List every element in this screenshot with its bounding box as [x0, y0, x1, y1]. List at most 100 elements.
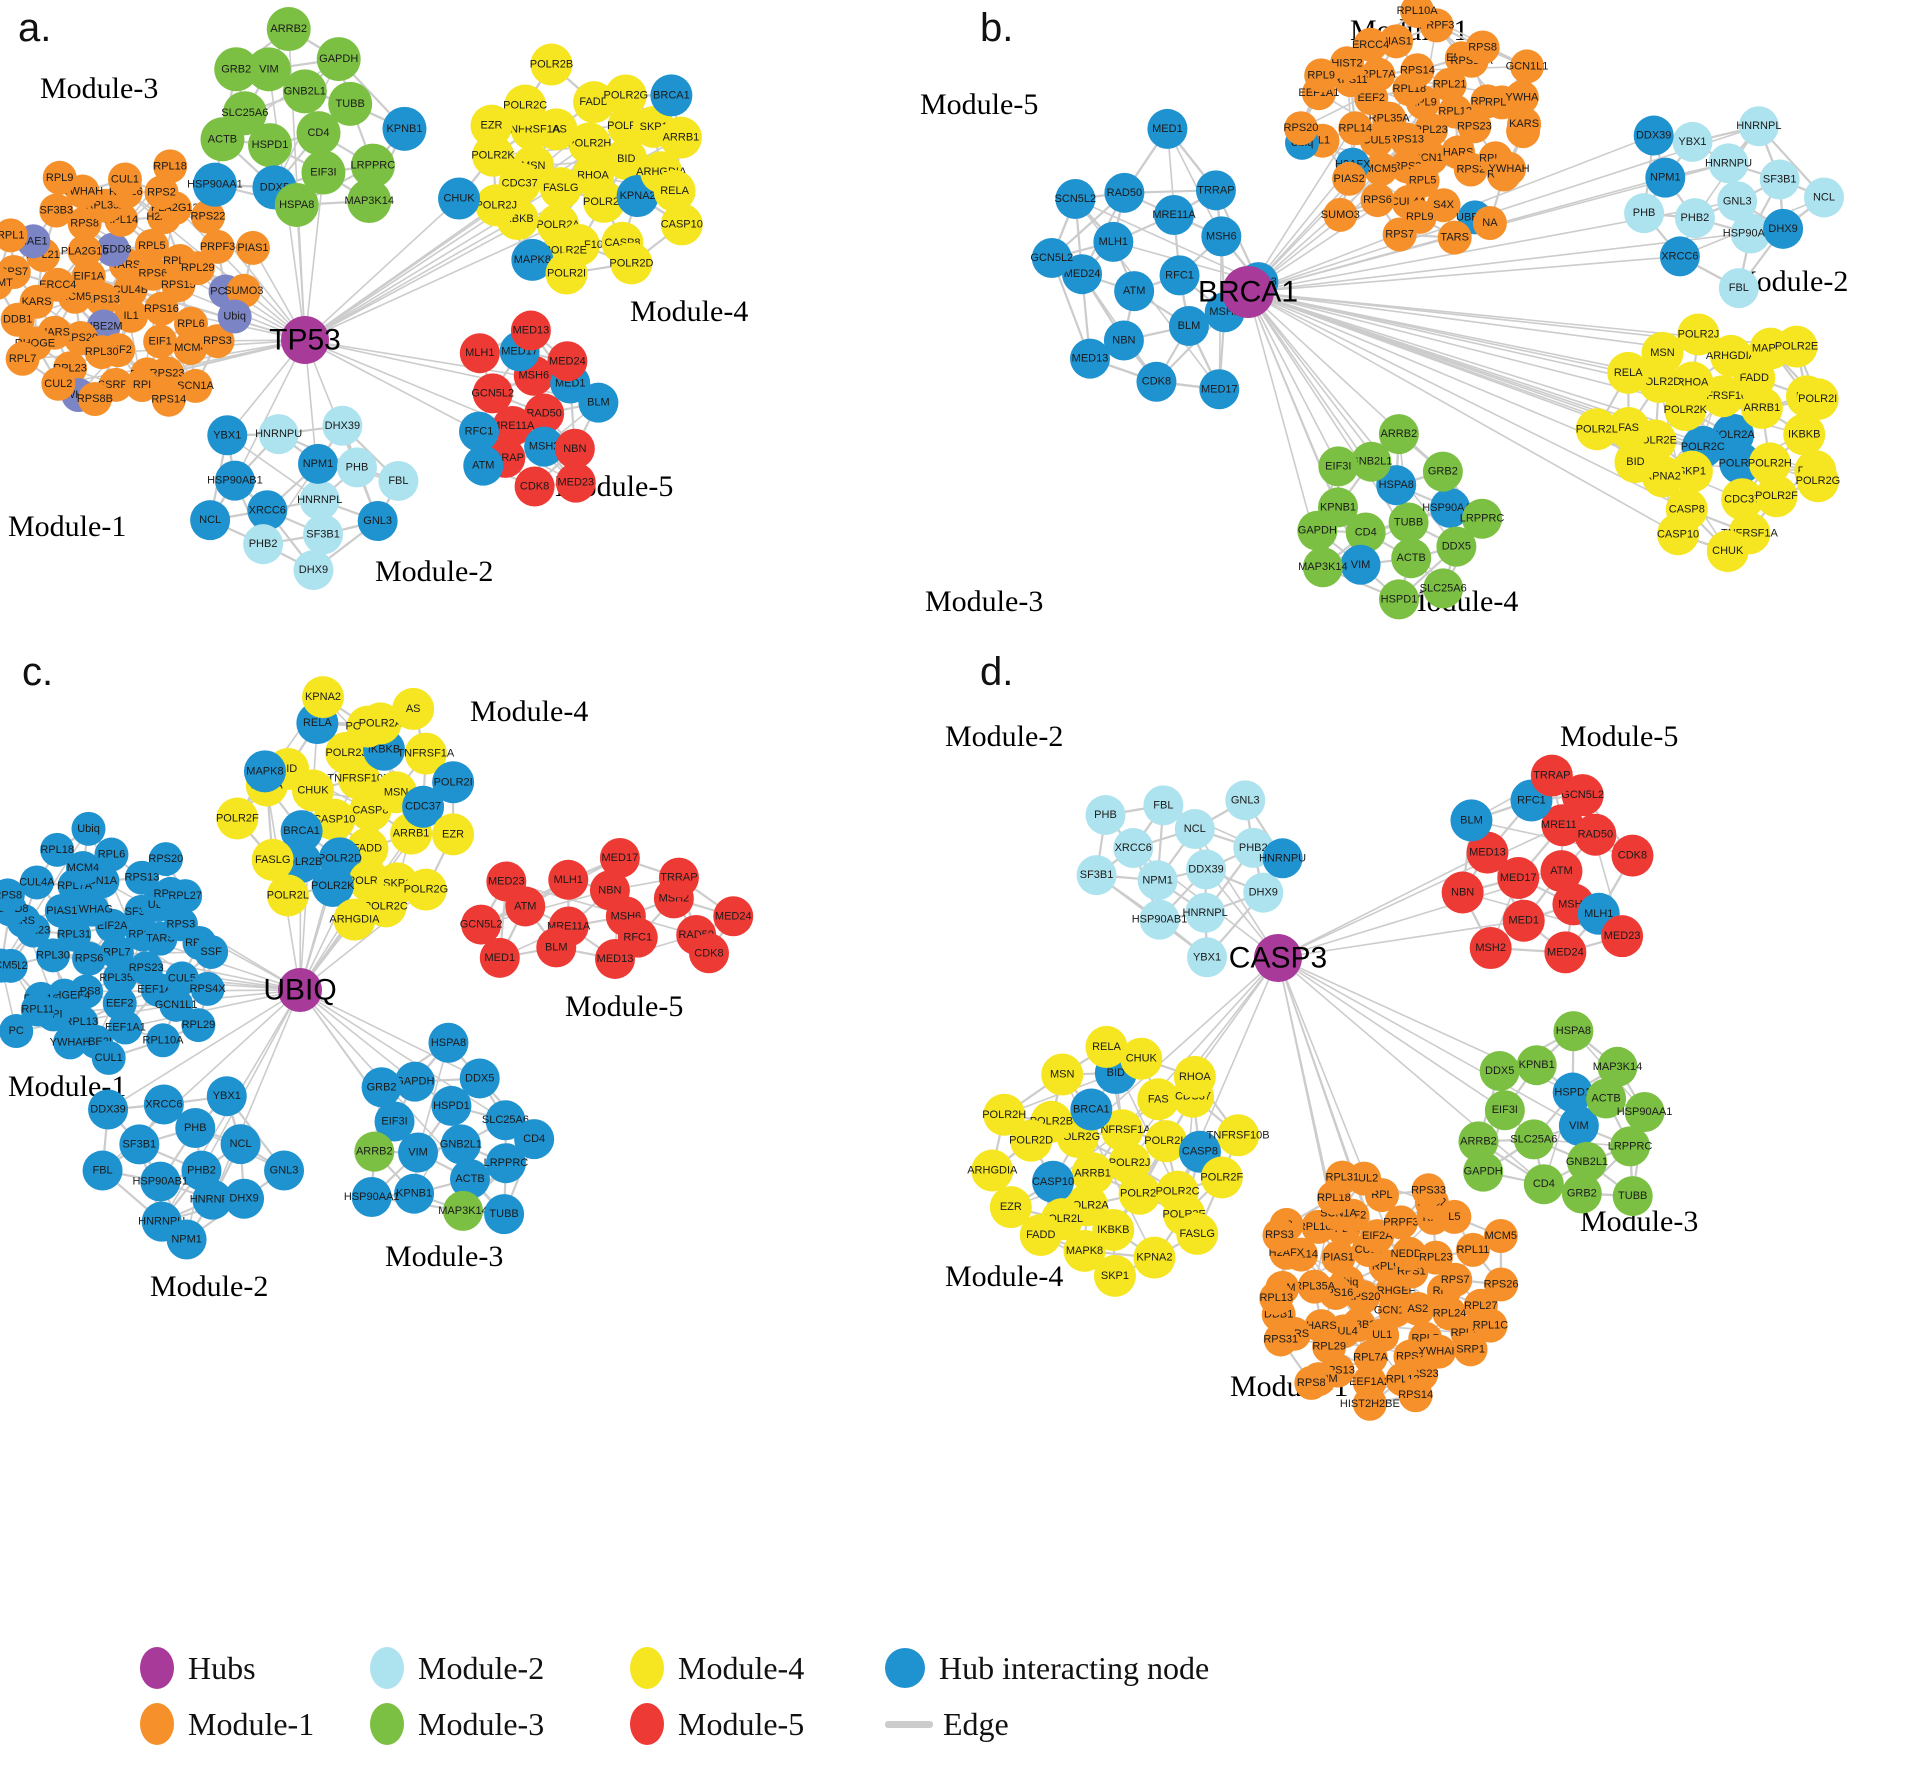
network-node[interactable]: DHX9 [1763, 208, 1804, 249]
network-node[interactable]: PHB [1624, 193, 1665, 234]
network-node[interactable]: NPM1 [166, 1219, 207, 1260]
network-node[interactable]: RPL13 [1259, 1281, 1294, 1316]
network-node[interactable]: NPM1 [1645, 157, 1686, 198]
network-node[interactable]: RPS6 [1360, 183, 1395, 218]
network-node[interactable]: MRE11A [1152, 195, 1196, 236]
network-node[interactable]: CDK8 [688, 933, 729, 974]
network-node[interactable]: PHB2 [243, 524, 284, 565]
network-node[interactable]: SCN5L2 [1055, 178, 1097, 219]
network-node[interactable]: TUBB [328, 81, 373, 126]
network-node[interactable]: CD4 [514, 1119, 555, 1160]
network-node[interactable]: RHOA [1173, 1055, 1216, 1098]
network-node[interactable]: POLR2F [216, 797, 259, 840]
network-node[interactable]: EZR [432, 813, 475, 856]
network-node[interactable]: RPS7 [1438, 1262, 1473, 1297]
network-node[interactable]: MLH1 [548, 859, 589, 900]
network-node[interactable]: CHUK [438, 177, 481, 220]
network-node[interactable]: CHUK [1706, 530, 1749, 573]
network-node[interactable]: RPS8 [1465, 30, 1500, 65]
network-node[interactable]: DDX39 [88, 1089, 129, 1130]
network-node[interactable]: MCM5 [1483, 1218, 1518, 1253]
network-node[interactable]: PIAS1 [1321, 1240, 1356, 1275]
network-node[interactable]: YBX1 [206, 1076, 247, 1117]
network-node[interactable]: PHB2 [1674, 198, 1715, 239]
network-node[interactable]: MED13 [595, 938, 636, 979]
network-node[interactable]: FADD [1019, 1213, 1062, 1256]
network-node[interactable]: PHB [1085, 795, 1126, 836]
network-node[interactable]: HSPD1 [1552, 1072, 1593, 1113]
network-node[interactable]: RPL29 [181, 1008, 216, 1043]
network-node[interactable]: TRRAP [1195, 170, 1236, 211]
network-node[interactable]: GRB2 [1561, 1173, 1602, 1214]
network-node[interactable]: RAD50 [1104, 172, 1145, 213]
network-node[interactable]: PC [0, 1014, 34, 1049]
network-node[interactable]: RPL6 [94, 837, 129, 872]
network-node[interactable]: CDK8 [1136, 361, 1177, 402]
network-node[interactable]: TUBB [1612, 1176, 1653, 1217]
network-node[interactable]: GCN1L1 [1506, 49, 1549, 84]
network-node[interactable]: DHX9 [1243, 872, 1284, 913]
network-node[interactable]: RPS7 [1382, 217, 1417, 252]
network-node[interactable]: EZR [470, 104, 513, 147]
network-node[interactable]: MED24 [713, 896, 754, 937]
network-node[interactable]: NBN [1103, 320, 1144, 361]
network-node[interactable]: Ubiq [217, 299, 252, 334]
network-node[interactable]: AS [392, 687, 435, 730]
network-node[interactable]: TUBB [484, 1194, 525, 1235]
network-node[interactable]: RPL27 [168, 879, 203, 914]
network-node[interactable]: HSPA8 [428, 1022, 469, 1063]
network-node[interactable]: MED17 [599, 838, 640, 879]
network-node[interactable]: RPS3 [1262, 1218, 1297, 1253]
network-node[interactable]: CD4 [1523, 1164, 1564, 1205]
network-node[interactable]: KPNB1 [382, 106, 427, 151]
network-node[interactable]: POLR2I [1118, 1172, 1161, 1215]
network-node[interactable]: HNRNPL [1183, 892, 1228, 933]
network-node[interactable]: MED24 [1544, 931, 1587, 974]
network-node[interactable]: CUL2 [41, 366, 76, 401]
network-node[interactable]: GNB2L1 [440, 1124, 482, 1165]
network-node[interactable]: KPNA2 [1133, 1236, 1176, 1279]
network-node[interactable]: MED23 [555, 462, 596, 503]
network-node[interactable]: CASP10 [1657, 513, 1699, 556]
network-node[interactable]: XRCC6 [1113, 827, 1154, 868]
network-node[interactable]: POLR2I [1796, 378, 1839, 421]
network-node[interactable]: GNL3 [264, 1150, 305, 1191]
network-node[interactable]: GNL3 [1225, 780, 1266, 821]
network-node[interactable]: BLM [536, 927, 577, 968]
network-node[interactable]: TARS [1437, 220, 1472, 255]
network-node[interactable]: BLM [1168, 306, 1209, 347]
network-node[interactable]: RPL30 [84, 335, 119, 370]
network-node[interactable]: MED24 [547, 341, 588, 382]
network-node[interactable]: FBL [378, 460, 419, 501]
network-node[interactable]: MLH1 [1093, 221, 1134, 262]
network-node[interactable]: VIM [1340, 544, 1381, 585]
network-node[interactable]: MED17 [1199, 369, 1240, 410]
network-node[interactable]: NPM1 [1137, 860, 1178, 901]
network-node[interactable]: NPM1 [298, 443, 339, 484]
network-node[interactable]: SF3B1 [1076, 855, 1117, 896]
network-node[interactable]: MED13 [1070, 338, 1111, 379]
network-node[interactable]: ACTB [1391, 538, 1432, 579]
network-node[interactable]: NCL [1803, 177, 1844, 218]
network-node[interactable]: TRRAP [658, 857, 699, 898]
network-node[interactable]: MLH1 [459, 333, 500, 374]
network-node[interactable]: KPNB1 [394, 1173, 435, 1214]
network-node[interactable]: PHB [336, 447, 377, 488]
network-node[interactable]: HSP90AB1 [132, 1161, 188, 1202]
network-node[interactable]: FBL [82, 1150, 123, 1191]
network-node[interactable]: SF3B1 [303, 514, 344, 555]
network-node[interactable]: POLR2L [267, 874, 309, 917]
network-node[interactable]: POLR2I [432, 761, 475, 804]
network-node[interactable]: RPS8 [1294, 1365, 1329, 1400]
network-node[interactable]: BLM [578, 382, 619, 423]
network-node[interactable]: YBX1 [207, 415, 248, 456]
network-node[interactable]: BRCA1 [650, 74, 693, 117]
network-node[interactable]: FBL [1718, 268, 1759, 309]
network-node[interactable]: GAPDH [1297, 510, 1338, 551]
network-node[interactable]: MAP3K14 [438, 1190, 488, 1231]
network-node[interactable]: DHX9 [293, 550, 334, 591]
network-node[interactable]: MED23 [486, 861, 527, 902]
network-node[interactable]: XRCC6 [1659, 236, 1700, 277]
network-node[interactable]: HSPD1 [1378, 579, 1419, 620]
network-node[interactable]: SUMO3 [1321, 197, 1360, 232]
